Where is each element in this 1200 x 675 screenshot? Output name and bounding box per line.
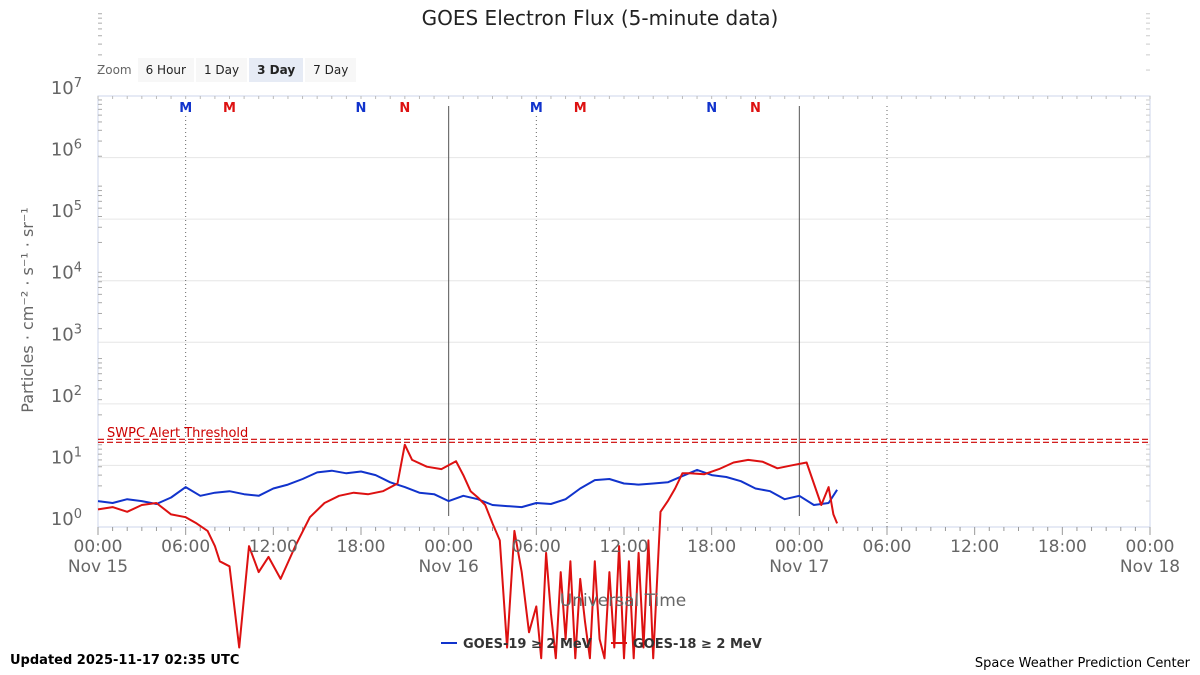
marker-m-label: M [179,101,192,116]
legend: GOES-19 ≥ 2 MeV GOES-18 ≥ 2 MeV [441,637,762,652]
y-tick-label: 105 [51,199,82,222]
zoom-6-hour-button[interactable]: 6 Hour [137,58,194,82]
x-tick-time: 00:00 [424,537,473,557]
x-tick-time: 18:00 [337,537,386,557]
zoom-label: Zoom [97,63,132,77]
credit-text: Space Weather Prediction Center [974,656,1190,671]
zoom-7-day-button[interactable]: 7 Day [305,58,357,82]
marker-m-label: M [223,101,236,116]
x-tick-time: 12:00 [950,537,999,557]
y-tick-label: 104 [51,261,82,284]
x-tick-time: 18:00 [687,537,736,557]
series-line-goes-18 [97,443,839,660]
plot-frame [97,95,1151,528]
updated-timestamp: Updated 2025-11-17 02:35 UTC [10,653,240,668]
x-tick-time: 06:00 [161,537,210,557]
y-tick-label: 100 [51,507,82,530]
chart-title: GOES Electron Flux (5-minute data) [421,6,779,30]
y-tick-label: 106 [51,138,82,161]
zoom-3-day-button[interactable]: 3 Day [249,58,304,82]
marker-n-label: N [399,101,410,116]
y-axis-title: Particles · cm⁻² · s⁻¹ · sr⁻¹ [18,207,37,412]
marker-n-label: N [750,101,761,116]
x-tick-time: 00:00 [74,537,123,557]
marker-n-label: N [356,101,367,116]
y-tick-label: 101 [51,445,82,468]
x-tick-date: Nov 15 [68,557,128,577]
marker-n-label: N [706,101,717,116]
alert-threshold: SWPC Alert Threshold [98,426,1150,443]
x-tick-time: 00:00 [1126,537,1175,557]
y-tick-label: 103 [51,322,82,345]
axes: Universal Time Particles · cm⁻² · s⁻¹ · … [18,76,1180,611]
y-tick-label: 102 [51,384,82,407]
legend-item-goes-19[interactable]: GOES-19 ≥ 2 MeV [463,637,592,652]
marker-m-label: M [530,101,543,116]
y-tick-label: 107 [51,76,82,99]
x-axis-title: Universal Time [560,591,686,611]
threshold-label: SWPC Alert Threshold [107,426,248,441]
grid [97,13,1151,535]
series-lines [97,443,839,660]
zoom-bar: Zoom 6 Hour 1 Day 3 Day 7 Day [93,58,358,82]
x-tick-date: Nov 17 [769,557,829,577]
x-tick-time: 12:00 [600,537,649,557]
x-tick-time: 06:00 [512,537,561,557]
x-tick-time: 00:00 [775,537,824,557]
x-tick-date: Nov 18 [1120,557,1180,577]
series-line-goes-19 [97,468,838,509]
zoom-1-day-button[interactable]: 1 Day [195,58,248,82]
x-tick-time: 18:00 [1038,537,1087,557]
marker-m-label: M [574,101,587,116]
legend-item-goes-18[interactable]: GOES-18 ≥ 2 MeV [633,637,762,652]
x-tick-time: 06:00 [863,537,912,557]
x-tick-date: Nov 16 [419,557,479,577]
x-tick-time: 12:00 [249,537,298,557]
